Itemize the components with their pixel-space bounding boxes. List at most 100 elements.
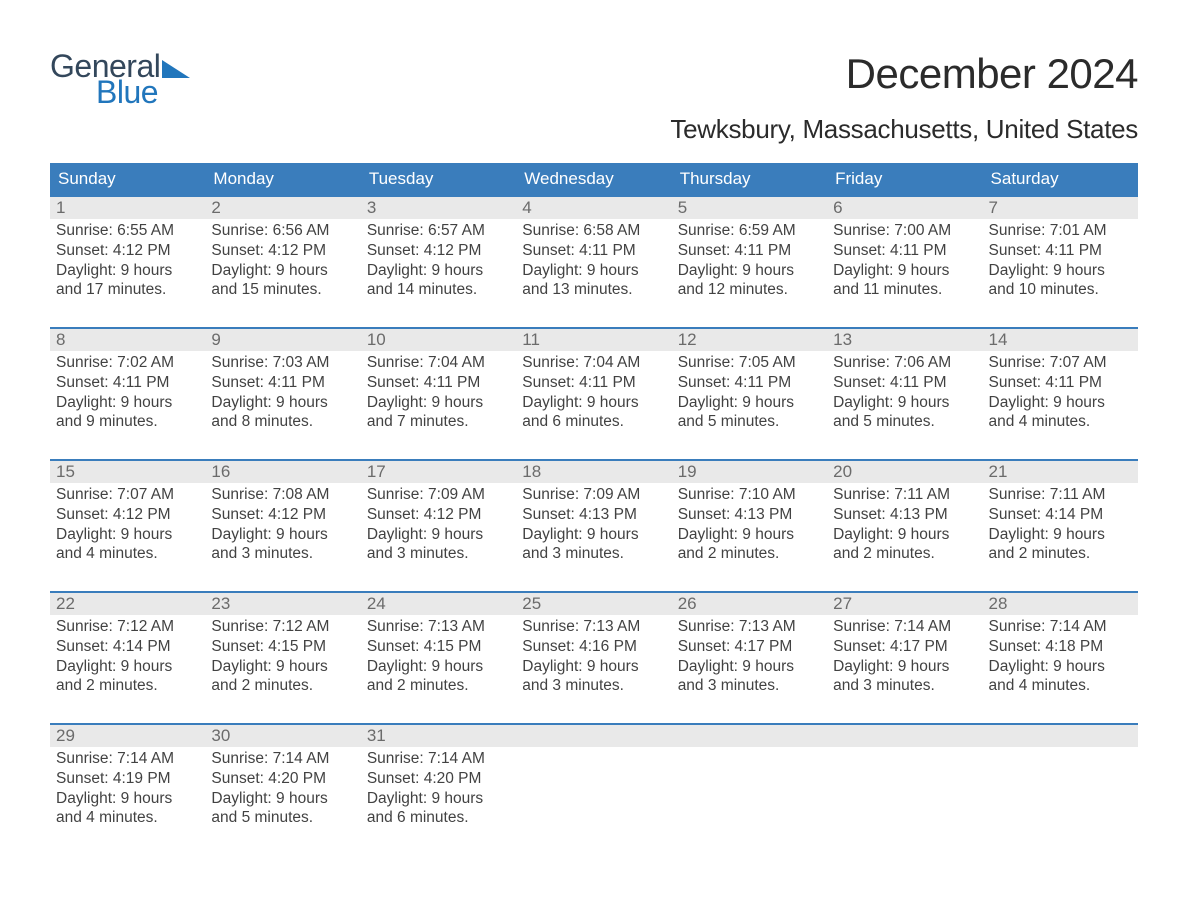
weekday-header: Wednesday bbox=[516, 163, 671, 195]
daylight-line: Daylight: 9 hours and 7 minutes. bbox=[367, 393, 510, 433]
daylight-line: Daylight: 9 hours and 6 minutes. bbox=[522, 393, 665, 433]
calendar-day-cell bbox=[827, 725, 982, 829]
sunset-line: Sunset: 4:13 PM bbox=[678, 505, 821, 525]
day-number: 3 bbox=[361, 197, 516, 219]
day-number: 18 bbox=[516, 461, 671, 483]
calendar-day-cell: 25Sunrise: 7:13 AMSunset: 4:16 PMDayligh… bbox=[516, 593, 671, 697]
day-number: 21 bbox=[983, 461, 1138, 483]
day-details: Sunrise: 7:14 AMSunset: 4:20 PMDaylight:… bbox=[361, 747, 516, 828]
sunrise-line: Sunrise: 7:13 AM bbox=[522, 617, 665, 637]
sunrise-line: Sunrise: 7:12 AM bbox=[56, 617, 199, 637]
page-title: December 2024 bbox=[846, 50, 1138, 98]
daylight-line: Daylight: 9 hours and 5 minutes. bbox=[678, 393, 821, 433]
weekday-header-row: SundayMondayTuesdayWednesdayThursdayFrid… bbox=[50, 163, 1138, 195]
daylight-line: Daylight: 9 hours and 2 minutes. bbox=[56, 657, 199, 697]
sunrise-line: Sunrise: 7:04 AM bbox=[367, 353, 510, 373]
daylight-line: Daylight: 9 hours and 3 minutes. bbox=[678, 657, 821, 697]
daylight-line: Daylight: 9 hours and 3 minutes. bbox=[211, 525, 354, 565]
daylight-line: Daylight: 9 hours and 15 minutes. bbox=[211, 261, 354, 301]
daylight-line: Daylight: 9 hours and 8 minutes. bbox=[211, 393, 354, 433]
day-number: 6 bbox=[827, 197, 982, 219]
day-details: Sunrise: 6:57 AMSunset: 4:12 PMDaylight:… bbox=[361, 219, 516, 300]
calendar-week-row: 29Sunrise: 7:14 AMSunset: 4:19 PMDayligh… bbox=[50, 723, 1138, 829]
daylight-line: Daylight: 9 hours and 3 minutes. bbox=[833, 657, 976, 697]
sunrise-line: Sunrise: 6:57 AM bbox=[367, 221, 510, 241]
day-details: Sunrise: 7:01 AMSunset: 4:11 PMDaylight:… bbox=[983, 219, 1138, 300]
calendar-day-cell: 3Sunrise: 6:57 AMSunset: 4:12 PMDaylight… bbox=[361, 197, 516, 301]
sunrise-line: Sunrise: 7:02 AM bbox=[56, 353, 199, 373]
day-number: 5 bbox=[672, 197, 827, 219]
sunset-line: Sunset: 4:12 PM bbox=[367, 241, 510, 261]
calendar-day-cell: 6Sunrise: 7:00 AMSunset: 4:11 PMDaylight… bbox=[827, 197, 982, 301]
day-number: 20 bbox=[827, 461, 982, 483]
calendar-day-cell: 16Sunrise: 7:08 AMSunset: 4:12 PMDayligh… bbox=[205, 461, 360, 565]
daylight-line: Daylight: 9 hours and 6 minutes. bbox=[367, 789, 510, 829]
day-number: 14 bbox=[983, 329, 1138, 351]
sunrise-line: Sunrise: 7:04 AM bbox=[522, 353, 665, 373]
day-number: 2 bbox=[205, 197, 360, 219]
logo: General Blue bbox=[50, 50, 190, 108]
weekday-header: Thursday bbox=[672, 163, 827, 195]
calendar-day-cell: 24Sunrise: 7:13 AMSunset: 4:15 PMDayligh… bbox=[361, 593, 516, 697]
weekday-header: Friday bbox=[827, 163, 982, 195]
calendar-day-cell: 8Sunrise: 7:02 AMSunset: 4:11 PMDaylight… bbox=[50, 329, 205, 433]
sunrise-line: Sunrise: 7:10 AM bbox=[678, 485, 821, 505]
daylight-line: Daylight: 9 hours and 2 minutes. bbox=[678, 525, 821, 565]
sunrise-line: Sunrise: 7:09 AM bbox=[367, 485, 510, 505]
logo-flag-icon bbox=[162, 58, 190, 78]
sunset-line: Sunset: 4:17 PM bbox=[833, 637, 976, 657]
sunset-line: Sunset: 4:13 PM bbox=[522, 505, 665, 525]
sunset-line: Sunset: 4:12 PM bbox=[56, 241, 199, 261]
daylight-line: Daylight: 9 hours and 2 minutes. bbox=[367, 657, 510, 697]
sunset-line: Sunset: 4:15 PM bbox=[211, 637, 354, 657]
day-number: 24 bbox=[361, 593, 516, 615]
day-number: 17 bbox=[361, 461, 516, 483]
calendar-day-cell: 22Sunrise: 7:12 AMSunset: 4:14 PMDayligh… bbox=[50, 593, 205, 697]
sunset-line: Sunset: 4:11 PM bbox=[833, 241, 976, 261]
daylight-line: Daylight: 9 hours and 4 minutes. bbox=[56, 525, 199, 565]
calendar-day-cell: 4Sunrise: 6:58 AMSunset: 4:11 PMDaylight… bbox=[516, 197, 671, 301]
day-number: 8 bbox=[50, 329, 205, 351]
day-number: 31 bbox=[361, 725, 516, 747]
sunrise-line: Sunrise: 7:08 AM bbox=[211, 485, 354, 505]
day-details: Sunrise: 7:05 AMSunset: 4:11 PMDaylight:… bbox=[672, 351, 827, 432]
sunrise-line: Sunrise: 7:11 AM bbox=[989, 485, 1132, 505]
day-number: 16 bbox=[205, 461, 360, 483]
day-details: Sunrise: 7:13 AMSunset: 4:17 PMDaylight:… bbox=[672, 615, 827, 696]
day-number bbox=[827, 725, 982, 747]
sunrise-line: Sunrise: 7:14 AM bbox=[211, 749, 354, 769]
calendar-day-cell: 1Sunrise: 6:55 AMSunset: 4:12 PMDaylight… bbox=[50, 197, 205, 301]
sunset-line: Sunset: 4:19 PM bbox=[56, 769, 199, 789]
calendar-day-cell: 26Sunrise: 7:13 AMSunset: 4:17 PMDayligh… bbox=[672, 593, 827, 697]
sunset-line: Sunset: 4:13 PM bbox=[833, 505, 976, 525]
day-details: Sunrise: 7:07 AMSunset: 4:11 PMDaylight:… bbox=[983, 351, 1138, 432]
daylight-line: Daylight: 9 hours and 5 minutes. bbox=[833, 393, 976, 433]
day-number: 25 bbox=[516, 593, 671, 615]
day-details: Sunrise: 7:09 AMSunset: 4:12 PMDaylight:… bbox=[361, 483, 516, 564]
location-text: Tewksbury, Massachusetts, United States bbox=[50, 114, 1138, 145]
day-number: 10 bbox=[361, 329, 516, 351]
daylight-line: Daylight: 9 hours and 9 minutes. bbox=[56, 393, 199, 433]
sunrise-line: Sunrise: 7:06 AM bbox=[833, 353, 976, 373]
day-number: 26 bbox=[672, 593, 827, 615]
calendar-day-cell: 12Sunrise: 7:05 AMSunset: 4:11 PMDayligh… bbox=[672, 329, 827, 433]
weekday-header: Tuesday bbox=[361, 163, 516, 195]
day-number: 15 bbox=[50, 461, 205, 483]
sunrise-line: Sunrise: 7:03 AM bbox=[211, 353, 354, 373]
calendar-week-row: 22Sunrise: 7:12 AMSunset: 4:14 PMDayligh… bbox=[50, 591, 1138, 697]
sunset-line: Sunset: 4:12 PM bbox=[367, 505, 510, 525]
sunset-line: Sunset: 4:12 PM bbox=[211, 505, 354, 525]
calendar-day-cell: 21Sunrise: 7:11 AMSunset: 4:14 PMDayligh… bbox=[983, 461, 1138, 565]
day-details: Sunrise: 7:14 AMSunset: 4:17 PMDaylight:… bbox=[827, 615, 982, 696]
sunset-line: Sunset: 4:18 PM bbox=[989, 637, 1132, 657]
sunrise-line: Sunrise: 7:14 AM bbox=[367, 749, 510, 769]
day-number: 28 bbox=[983, 593, 1138, 615]
sunrise-line: Sunrise: 7:14 AM bbox=[989, 617, 1132, 637]
calendar-day-cell: 30Sunrise: 7:14 AMSunset: 4:20 PMDayligh… bbox=[205, 725, 360, 829]
weekday-header: Monday bbox=[205, 163, 360, 195]
calendar-day-cell: 20Sunrise: 7:11 AMSunset: 4:13 PMDayligh… bbox=[827, 461, 982, 565]
sunset-line: Sunset: 4:11 PM bbox=[989, 241, 1132, 261]
calendar-day-cell: 17Sunrise: 7:09 AMSunset: 4:12 PMDayligh… bbox=[361, 461, 516, 565]
weekday-header: Saturday bbox=[983, 163, 1138, 195]
day-details: Sunrise: 7:12 AMSunset: 4:15 PMDaylight:… bbox=[205, 615, 360, 696]
